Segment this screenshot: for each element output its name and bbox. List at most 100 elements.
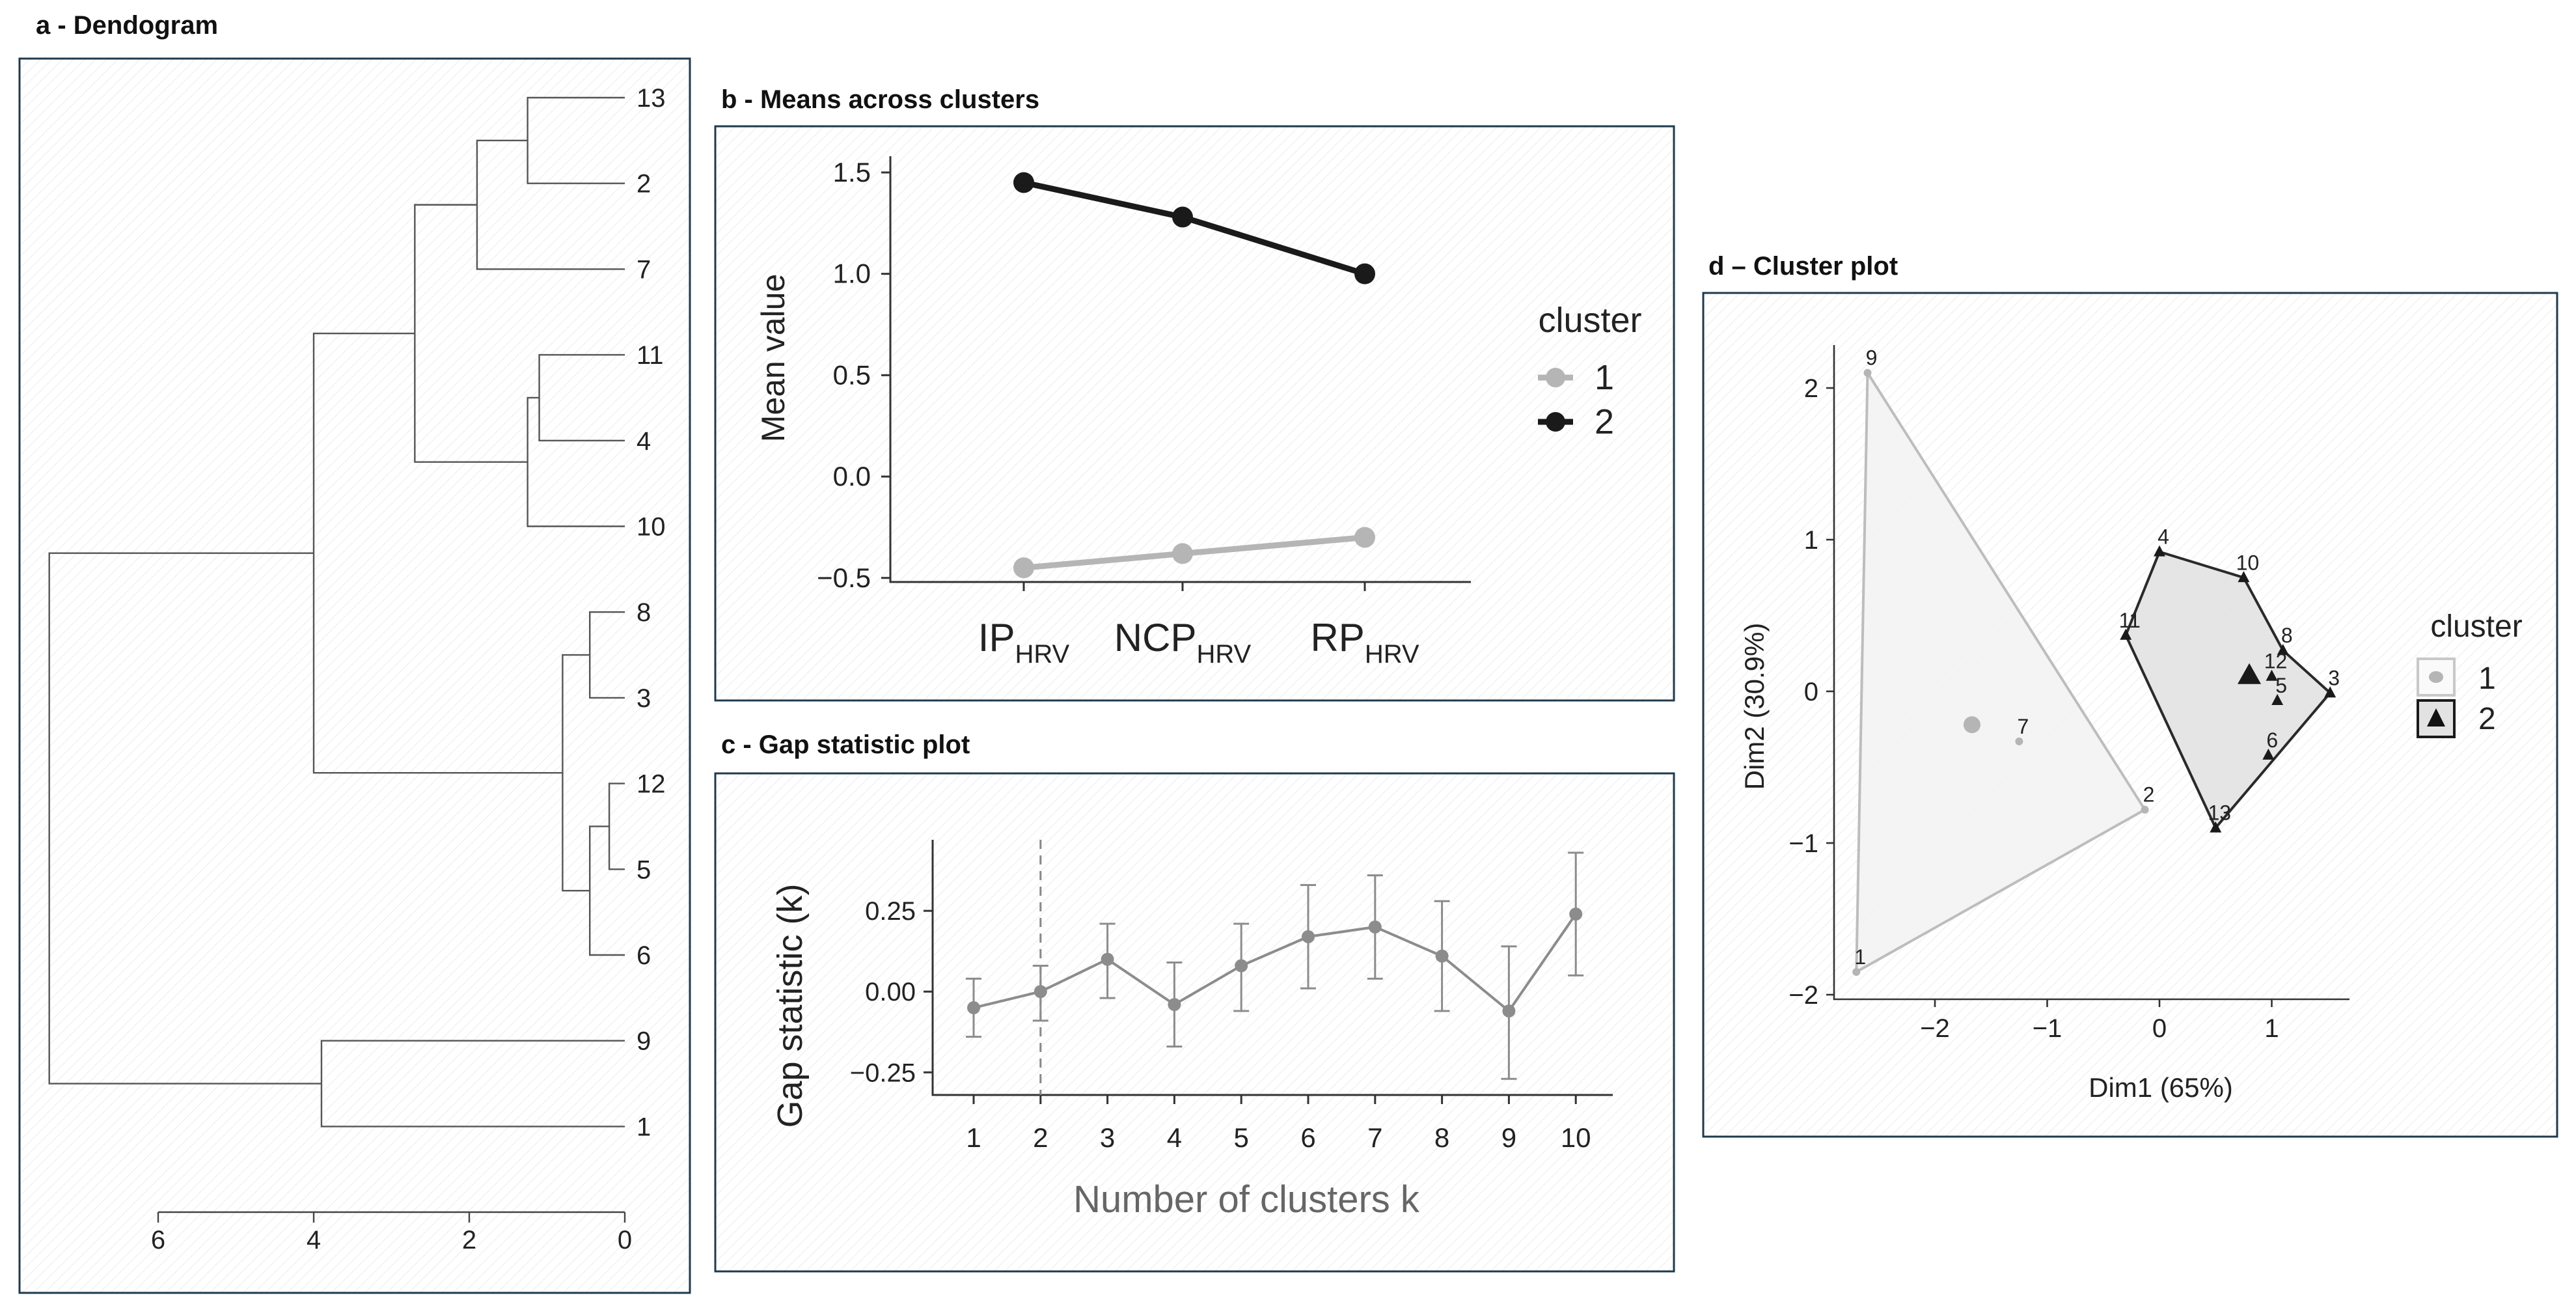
means-series — [1013, 172, 1375, 579]
means-legend: cluster 1 2 — [1538, 301, 1642, 441]
panel-a-title: a - Dendogram — [36, 11, 218, 40]
dendrogram-leaf-label: 4 — [637, 427, 651, 456]
cluster-point-label: 11 — [2119, 609, 2141, 632]
cluster-point-label: 7 — [2017, 715, 2029, 738]
gap-x-tick-label: 4 — [1167, 1122, 1182, 1153]
dendrogram-leaf-label: 11 — [637, 341, 664, 370]
means-legend-title: cluster — [1538, 301, 1641, 340]
dendrogram-leaf-label: 13 — [637, 84, 666, 113]
cluster-point-label: 9 — [1866, 346, 1878, 370]
cluster-x-tick-label: 1 — [2264, 1014, 2279, 1043]
gap-axes: 0.25 0.00 −0.25 1 2 3 4 5 6 7 8 9 10 — [850, 840, 1613, 1153]
means-legend-label: 2 — [1595, 402, 1614, 441]
dendrogram-leaf-label: 12 — [637, 770, 666, 799]
means-legend-key-point — [1546, 368, 1565, 387]
cluster-point-label: 2 — [2143, 783, 2155, 807]
cluster-point — [2154, 545, 2165, 557]
gap-point — [1435, 949, 1449, 963]
gap-x-tick-label: 9 — [1501, 1122, 1516, 1153]
panel-b-frame — [714, 125, 1675, 702]
cluster-point — [1852, 968, 1861, 976]
cluster-point — [1863, 368, 1872, 377]
dendrogram-leaf-label: 2 — [637, 170, 651, 199]
gap-series — [966, 840, 1584, 1095]
means-x-tick-main: RP — [1310, 616, 1364, 659]
panel-c-frame — [714, 772, 1675, 1273]
gap-point — [1101, 952, 1114, 966]
dendrogram-leaf-label: 1 — [637, 1113, 651, 1141]
cluster-point-label: 6 — [2266, 728, 2278, 752]
cluster-point — [2120, 628, 2132, 640]
gap-y-tick-label: −0.25 — [850, 1059, 916, 1087]
cluster-x-tick-label: −1 — [2033, 1014, 2062, 1043]
means-legend-key-point — [1546, 412, 1565, 432]
gap-axis-lines — [931, 840, 1613, 1096]
cluster-center — [2238, 663, 2261, 684]
cluster-legend-title: cluster — [2430, 609, 2522, 644]
gap-point — [967, 1001, 980, 1015]
cluster-point-label: 5 — [2275, 674, 2287, 697]
cluster-legend-label: 2 — [2478, 702, 2496, 736]
dendrogram-x-axis: 6 4 2 0 — [151, 1211, 632, 1254]
dendrogram-leaf-label: 6 — [637, 941, 651, 970]
cluster-legend-key-1 — [2417, 658, 2456, 697]
dendrogram-branch — [48, 552, 322, 1085]
dendrogram-tick-label: 2 — [462, 1226, 476, 1254]
dendrogram-leaf-label: 5 — [637, 855, 651, 884]
means-legend-label: 1 — [1595, 358, 1614, 397]
cluster-legend-key-2-symbol — [2427, 708, 2445, 727]
cluster-point — [2141, 805, 2149, 814]
means-y-tick-label: 0.5 — [833, 359, 871, 390]
cluster-point-label: 12 — [2264, 650, 2288, 673]
gap-x-axis-label: Number of clusters k — [1073, 1178, 1420, 1221]
cluster-point — [2238, 571, 2250, 583]
gap-point — [1502, 1004, 1516, 1017]
means-x-tick-sub: HRV — [1196, 640, 1251, 669]
means-point — [1013, 172, 1034, 193]
cluster-point-label: 3 — [2328, 666, 2340, 689]
cluster-point-label: 13 — [2208, 801, 2231, 825]
cluster-point-label: 4 — [2158, 525, 2169, 549]
means-x-tick-main: NCP — [1114, 616, 1197, 659]
cluster-y-tick-label: 1 — [1804, 526, 1818, 555]
cluster-legend: cluster 1 2 — [2417, 609, 2523, 738]
cluster-axis-lines — [1833, 345, 2350, 1001]
gap-x-tick-label: 2 — [1033, 1122, 1048, 1153]
cluster-y-axis-label: Dim2 (30.9%) — [1739, 623, 1770, 790]
cluster-legend-label: 1 — [2478, 661, 2496, 696]
cluster-point — [2266, 669, 2278, 681]
means-x-tick-main: IP — [978, 616, 1015, 659]
cluster-y-tick-label: −2 — [1788, 981, 1818, 1010]
cluster-y-tick-label: −1 — [1788, 829, 1818, 858]
gap-x-tick-label: 3 — [1100, 1122, 1115, 1153]
gap-point — [1235, 959, 1248, 973]
means-point — [1172, 543, 1193, 564]
gap-x-tick-label: 8 — [1434, 1122, 1449, 1153]
cluster-point-label: 8 — [2281, 624, 2293, 647]
means-y-tick-label: 0.0 — [833, 461, 871, 491]
gap-line — [973, 913, 1577, 1013]
panel-b-title: b - Means across clusters — [721, 85, 1039, 114]
gap-point — [1569, 907, 1583, 921]
means-y-axis-label: Mean value — [755, 274, 791, 443]
cluster-point — [2015, 737, 2023, 745]
means-y-tick-label: 1.5 — [833, 157, 871, 187]
cluster-points: 9 7 2 1 4 10 11 8 125 3 6 13 — [1852, 346, 2340, 976]
cluster-y-tick-label: 2 — [1804, 374, 1818, 403]
cluster-point — [2262, 748, 2275, 760]
dendrogram-leaf-label: 7 — [637, 255, 651, 284]
means-y-tick-label: −0.5 — [817, 562, 871, 593]
means-y-tick-label: 1.0 — [833, 258, 871, 289]
panel-d-title: d – Cluster plot — [1708, 252, 1898, 281]
dendrogram-tick-label: 6 — [151, 1226, 165, 1254]
gap-y-tick-label: 0.25 — [865, 897, 916, 926]
cluster-x-axis-label: Dim1 (65%) — [2089, 1072, 2233, 1103]
cluster-point — [2210, 821, 2222, 833]
cluster-hull-1 — [1855, 368, 2147, 975]
dendrogram-leaf-labels: 13 2 7 11 4 10 8 3 12 5 6 9 1 — [637, 84, 666, 1141]
means-x-tick-label: IPHRV — [978, 616, 1070, 669]
cluster-legend-key-1-symbol — [2429, 671, 2443, 683]
dendrogram-tick-label: 0 — [618, 1226, 632, 1254]
